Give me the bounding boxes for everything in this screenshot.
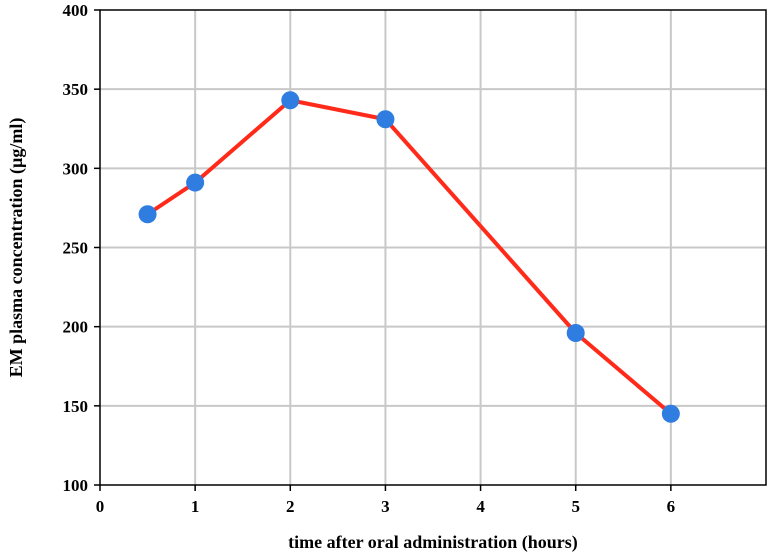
data-point: [661, 404, 680, 423]
data-point: [376, 110, 395, 129]
x-tick-label: 0: [96, 497, 105, 516]
data-point: [186, 173, 205, 192]
y-tick-label: 300: [63, 159, 89, 178]
y-tick-label: 100: [63, 476, 89, 495]
y-tick-label: 250: [63, 239, 89, 258]
x-axis-title: time after oral administration (hours): [288, 532, 578, 553]
series-line: [146, 98, 673, 416]
x-tick-label: 1: [191, 497, 200, 516]
y-axis-ticks: 100 150 200 250 300 350 400: [63, 1, 100, 495]
data-point: [566, 324, 585, 342]
x-tick-label: 6: [667, 497, 676, 516]
y-tick-label: 400: [63, 1, 89, 20]
y-axis-title: EM plasma concentration (µg/ml): [6, 118, 27, 378]
series-layer: [138, 91, 680, 423]
y-tick-label: 150: [63, 397, 89, 416]
x-tick-label: 5: [571, 497, 580, 516]
data-point: [281, 91, 300, 110]
y-tick-label: 350: [63, 80, 89, 99]
data-point: [138, 205, 157, 224]
x-tick-label: 2: [286, 497, 295, 516]
x-tick-label: 4: [476, 497, 485, 516]
x-axis-ticks: 0 1 2 3 4 5 6: [96, 485, 675, 516]
y-tick-label: 200: [63, 318, 89, 337]
grid-lines: [100, 10, 766, 485]
x-tick-label: 3: [381, 497, 390, 516]
